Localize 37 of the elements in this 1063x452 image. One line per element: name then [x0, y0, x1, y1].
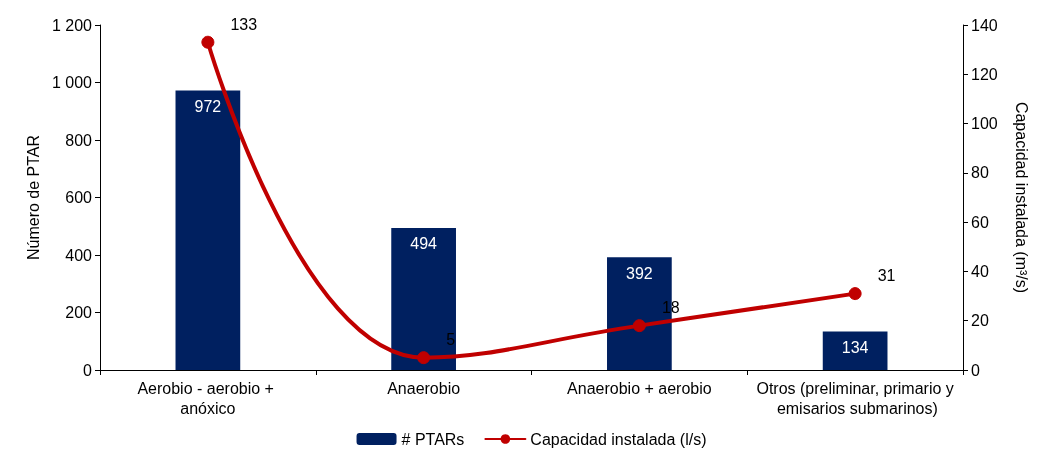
point	[848, 287, 862, 301]
y-tick-label: 600	[65, 189, 93, 206]
y2-tick-label: 100	[971, 115, 998, 133]
y-tick-label: 1 000	[51, 74, 93, 91]
x-tick-label: Anaerobio + aerobio	[567, 379, 712, 397]
point	[632, 319, 646, 333]
data-label: 133	[230, 15, 258, 33]
data-label: 5	[446, 331, 456, 349]
bar	[175, 90, 241, 370]
x-tick-label: Anaerobio	[387, 379, 461, 397]
y-tick-label: 0	[83, 361, 93, 379]
x-tick-label: Aerobio - aerobio + anóxico	[137, 379, 279, 417]
y-tick-label: 1 200	[51, 16, 93, 34]
y-tick-label: 800	[65, 131, 93, 149]
y2-tick-label: 80	[971, 164, 989, 182]
point	[201, 35, 215, 49]
y2-tick-label: 60	[971, 213, 989, 231]
y2-tick-label: 40	[971, 262, 989, 280]
data-label: 392	[626, 264, 653, 282]
y2-tick-label: 120	[971, 65, 998, 83]
bar	[391, 227, 456, 370]
legend-label: Capacidad instalada (l/s)	[530, 430, 707, 448]
data-label: 972	[194, 98, 222, 116]
bar	[822, 331, 888, 370]
x-tick-label: Otros (preliminar, primario y emisarios submarinos)	[756, 379, 954, 417]
y-axis-title: Número de PTAR	[24, 134, 42, 261]
data-label: 134	[841, 338, 869, 356]
data-label: 494	[410, 235, 438, 253]
y2-tick-label: 140	[971, 16, 998, 34]
y2-axis-title: Capacidad instalada (m³/s)	[1012, 101, 1030, 294]
y-tick-label: 200	[65, 304, 93, 321]
y2-tick-label: 20	[971, 312, 989, 330]
data-label: 31	[877, 267, 896, 285]
point	[417, 351, 431, 365]
legend-label: # PTARs	[401, 430, 465, 448]
y2-tick-label: 0	[971, 361, 980, 379]
y-tick-label: 400	[65, 246, 93, 264]
